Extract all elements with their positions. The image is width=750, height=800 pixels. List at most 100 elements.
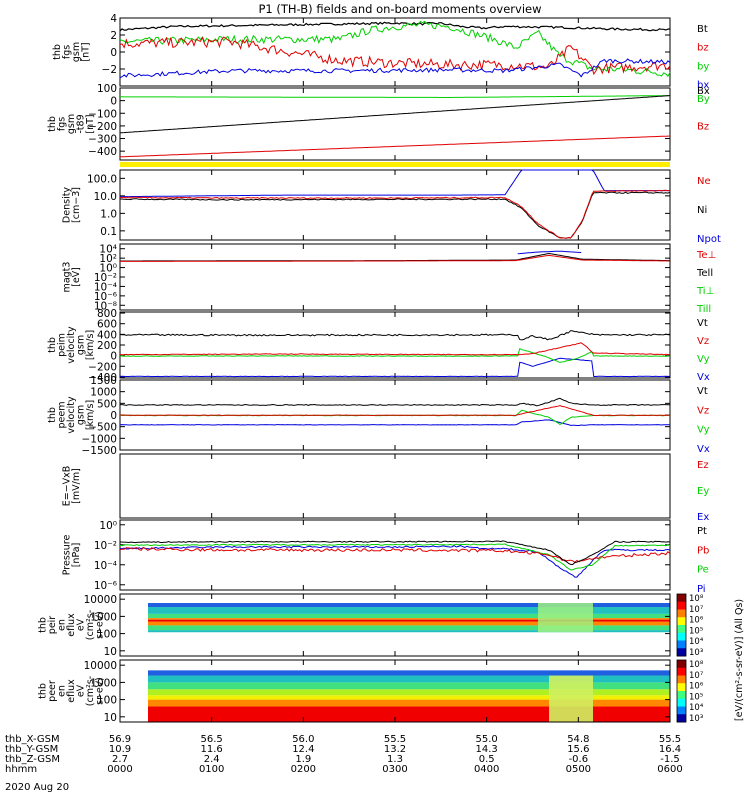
legend-entry: Pe bbox=[697, 565, 709, 576]
panel-2: 1000−100−200−300−400thbfgsgsm-t89[nT]BxB… bbox=[47, 83, 710, 161]
y-tick-label: −400 bbox=[88, 146, 117, 158]
orbit-row-label: thb_Y-GSM bbox=[5, 744, 58, 755]
legend-entry: Vz bbox=[697, 336, 709, 347]
orbit-value: 0600 bbox=[657, 764, 682, 775]
colorbar-segment bbox=[677, 714, 686, 723]
y-tick-label: 10⁻⁴ bbox=[94, 560, 117, 572]
date-label: 2020 Aug 20 bbox=[5, 782, 69, 793]
y-tick-label: −400 bbox=[88, 372, 117, 384]
panel-frame bbox=[119, 87, 671, 161]
spectrogram-band bbox=[148, 695, 670, 700]
y-axis-label-line: [eV] bbox=[71, 267, 82, 287]
panel-frame bbox=[119, 453, 671, 519]
series-line-bx bbox=[119, 58, 671, 79]
colorbar-tick-label: 10³ bbox=[689, 648, 703, 658]
y-axis-label-line: eV bbox=[76, 618, 87, 631]
y-axis-label-line: thb bbox=[52, 44, 63, 60]
panel-9: 10⁸10⁷10⁶10⁵10⁴10³10000100010010thbpeire… bbox=[38, 593, 704, 658]
orbit-value: 55.5 bbox=[384, 734, 406, 745]
spectrogram-band bbox=[148, 706, 670, 722]
y-tick-label: 1.0 bbox=[100, 208, 117, 220]
series-line-Ti⊥ bbox=[517, 250, 582, 255]
colorbar-segment bbox=[677, 683, 686, 692]
y-tick-label: 200 bbox=[97, 340, 117, 352]
quality-flag-bar bbox=[120, 162, 670, 167]
panel-frame bbox=[119, 169, 671, 241]
legend-entry: Vy bbox=[697, 425, 710, 436]
y-tick-label: −2 bbox=[102, 64, 117, 76]
orbit-value: 12.4 bbox=[292, 744, 314, 755]
orbit-value: 56.9 bbox=[109, 734, 131, 745]
series-line-Vx bbox=[119, 419, 670, 426]
colorbar-segment bbox=[677, 609, 686, 618]
spectrogram-band bbox=[148, 613, 670, 619]
colorbar-tick-label: 10⁴ bbox=[689, 703, 704, 713]
colorbar-segment bbox=[677, 617, 686, 626]
y-tick-label: 100.0 bbox=[87, 173, 117, 185]
y-axis-label: E=−VxB[mV/m] bbox=[61, 466, 82, 507]
y-axis-label-line: [cm−3] bbox=[71, 187, 82, 223]
y-tick-label: 100 bbox=[97, 83, 117, 95]
y-tick-label: 1500 bbox=[90, 375, 117, 387]
y-tick-label: 10² bbox=[99, 253, 117, 265]
legend-entry: Vx bbox=[697, 372, 710, 383]
panel-frame bbox=[119, 243, 671, 311]
y-axis-label-line: gsm bbox=[71, 42, 82, 62]
series-line-Pe bbox=[119, 543, 671, 571]
panel-10: 10⁸10⁷10⁶10⁵10⁴10³10000100010010thbpeere… bbox=[38, 659, 704, 724]
series-line-Npot bbox=[119, 169, 670, 198]
panel-8: 10⁰ 10⁻² 10⁻⁴ 10⁻⁶ Pressure[nPa] Pt Pb Pe Pi bbox=[61, 519, 709, 595]
y-tick-label: 100 bbox=[97, 629, 117, 641]
legend-entry: Tell bbox=[696, 268, 713, 279]
series-line-Vy bbox=[120, 347, 671, 363]
series-line-Ne bbox=[119, 189, 671, 239]
spectrogram-band bbox=[148, 618, 670, 620]
legend-entry: Pb bbox=[697, 545, 709, 556]
series-line-Pt bbox=[119, 540, 671, 566]
spectrogram-band bbox=[148, 682, 670, 690]
series-line-Bx bbox=[119, 95, 671, 134]
colorbar-segment bbox=[677, 667, 686, 676]
y-axis-label-line: eflux bbox=[66, 679, 77, 703]
orbit-value: 0300 bbox=[382, 764, 407, 775]
panel-frame bbox=[119, 311, 671, 379]
y-tick-label: 1000 bbox=[90, 387, 117, 399]
y-tick-label: 10⁻² bbox=[94, 272, 117, 284]
legend-entry: Te⊥ bbox=[696, 250, 716, 261]
legend-entry: Vz bbox=[697, 405, 709, 416]
y-tick-label: 10⁻² bbox=[94, 540, 117, 552]
colorbar-segment bbox=[677, 625, 686, 634]
orbit-value: -0.6 bbox=[569, 754, 589, 765]
y-tick-label: 0 bbox=[110, 96, 117, 108]
legend-entry: by bbox=[697, 61, 709, 72]
colorbar-frame bbox=[676, 659, 687, 723]
colorbar-segment bbox=[677, 660, 686, 669]
spectrogram-band bbox=[148, 630, 670, 633]
legend-entry: bz bbox=[697, 43, 709, 54]
y-axis-label-line: gsm bbox=[76, 335, 87, 355]
panels: 420−2thbfgsgsm[nT]Btbzbybx1000−100−200−3… bbox=[38, 13, 721, 724]
y-axis-label: Pressure[nPa] bbox=[61, 535, 82, 576]
y-axis-label-line: [nPa] bbox=[71, 543, 82, 568]
y-tick-label: 10⁰ bbox=[99, 263, 117, 275]
colorbar-segment bbox=[677, 698, 686, 707]
y-axis-label-line: gsm bbox=[76, 405, 87, 425]
y-axis-label-line: en bbox=[57, 685, 68, 697]
y-axis-label-line: (cm²s- bbox=[85, 610, 96, 640]
y-axis-label-line: thb bbox=[38, 683, 49, 699]
legend-entry: Ni bbox=[697, 205, 707, 216]
plot-title: P1 (TH-B) fields and on-board moments ov… bbox=[258, 2, 541, 16]
colorbar-label: [eV/(cm²-s-sr-eV)] (All Qs) bbox=[734, 599, 745, 721]
y-tick-label: 10⁻⁶ bbox=[94, 580, 117, 592]
y-tick-label: 500 bbox=[97, 398, 117, 410]
y-axis-label-line: thb bbox=[47, 116, 58, 132]
orbit-value: 10.9 bbox=[109, 744, 131, 755]
orbit-row-label: hhmm bbox=[5, 764, 37, 775]
series-line-bz bbox=[119, 36, 671, 76]
orbit-value: 0.5 bbox=[479, 754, 495, 765]
legend-entry: Ey bbox=[697, 486, 709, 497]
y-axis-label-line: en bbox=[57, 619, 68, 631]
y-axis-label-line: peir bbox=[47, 616, 58, 635]
